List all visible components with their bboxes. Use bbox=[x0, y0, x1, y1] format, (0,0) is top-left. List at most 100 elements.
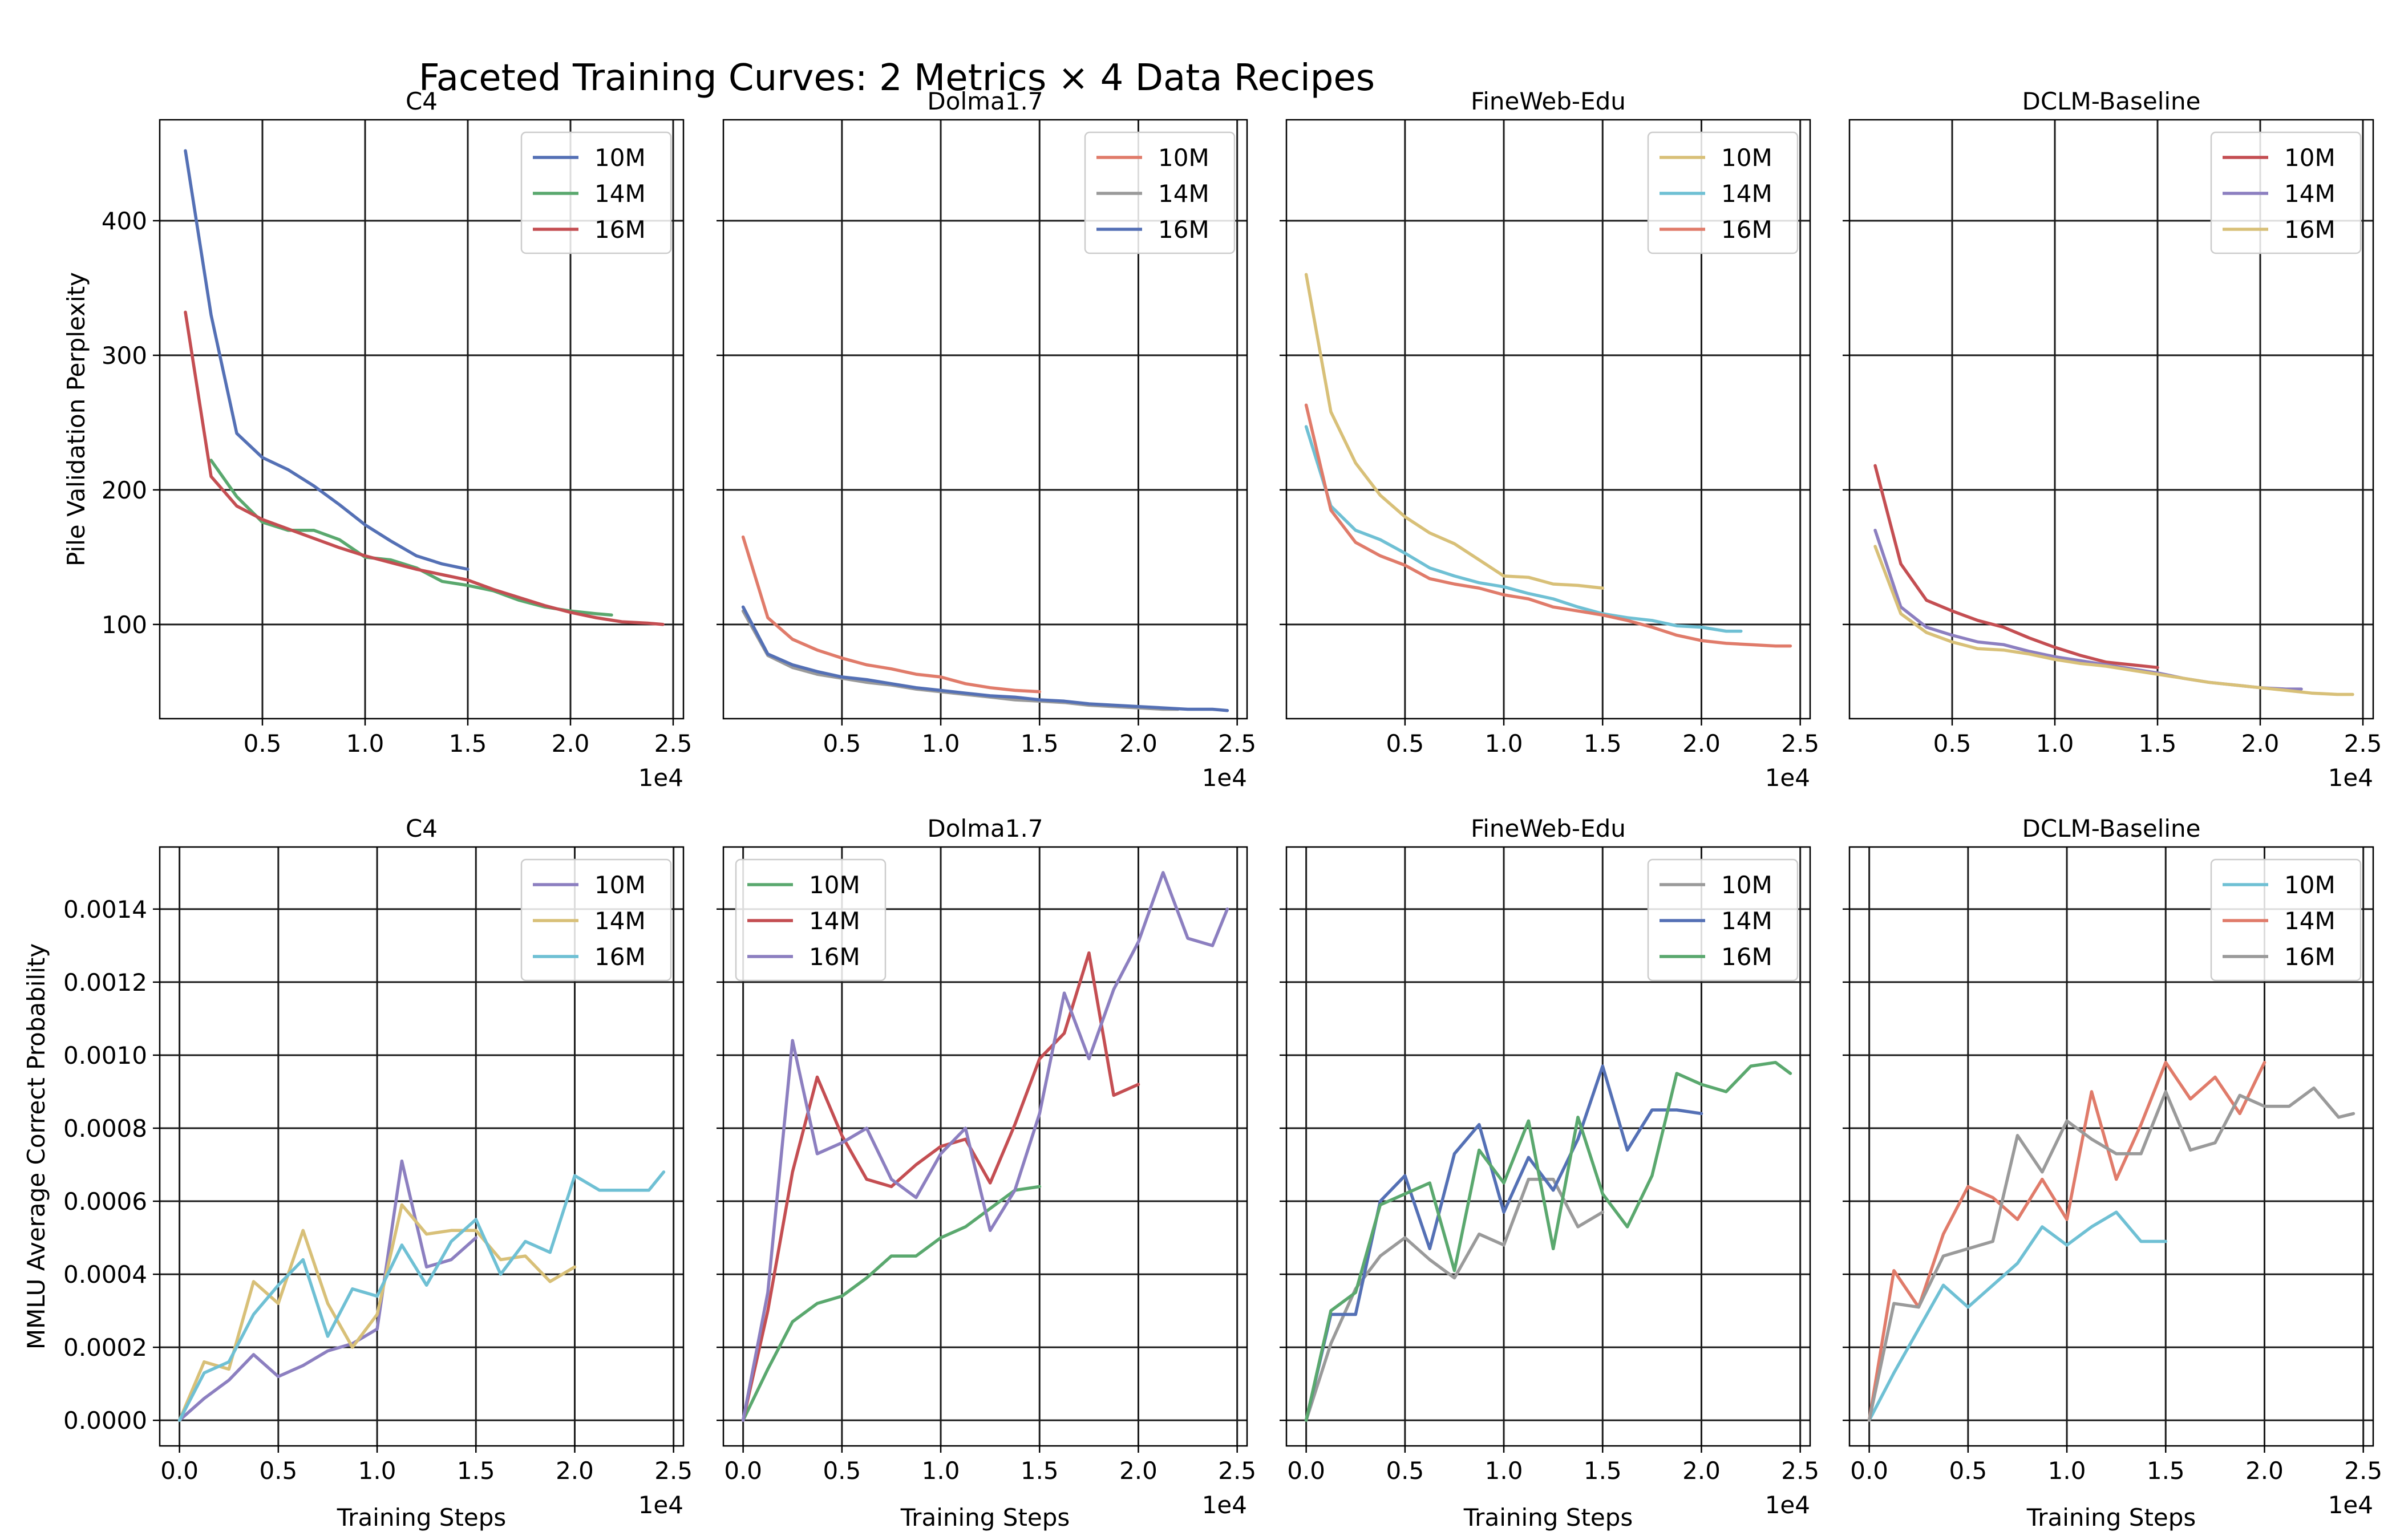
x-tick-label: 2.5 bbox=[654, 1457, 693, 1485]
x-tick-label: 2.0 bbox=[2241, 730, 2280, 757]
legend-label-10M: 10M bbox=[594, 871, 646, 899]
legend-label-16M: 16M bbox=[809, 943, 860, 971]
x-tick-label: 1.5 bbox=[1021, 730, 1059, 757]
y-tick-label: 0.0014 bbox=[63, 895, 147, 923]
series-line-14M bbox=[209, 459, 613, 617]
legend-label-10M: 10M bbox=[594, 144, 646, 172]
x-tick-label: 1.0 bbox=[1485, 1457, 1523, 1485]
legend-label-14M: 14M bbox=[2284, 907, 2336, 935]
panel-title: FineWeb-Edu bbox=[1471, 814, 1626, 842]
legend-label-16M: 16M bbox=[1721, 216, 1772, 244]
x-offset-label: 1e4 bbox=[638, 1491, 683, 1519]
legend-label-14M: 14M bbox=[2284, 180, 2336, 208]
legend-label-14M: 14M bbox=[1158, 180, 1209, 208]
panel-title: DCLM-Baseline bbox=[2022, 87, 2200, 115]
axes-frame bbox=[722, 119, 1248, 720]
series-line-16M bbox=[177, 1170, 666, 1422]
panel-r1-c0: 0.0 0.5 1.0 1.5 2.0 2.5 0.0000 0.0002 0.0004 0.00… bbox=[22, 814, 693, 1531]
panel-r0-c0: 0.5 1.0 1.5 2.0 2.5 100 200 300 400 C4 1e4 Pile Val… bbox=[62, 87, 692, 792]
axes-frame bbox=[1848, 119, 2374, 720]
axes-frame bbox=[1848, 846, 2374, 1447]
panel-title: C4 bbox=[406, 87, 438, 115]
x-tick-label: 1.0 bbox=[1485, 730, 1523, 757]
legend-label-14M: 14M bbox=[1721, 907, 1772, 935]
y-tick-label: 0.0000 bbox=[63, 1407, 147, 1434]
legend: 10M 14M 16M bbox=[1647, 131, 1799, 254]
x-axis-label: Training Steps bbox=[2026, 1503, 2196, 1531]
x-tick-label: 2.5 bbox=[2344, 1457, 2382, 1485]
legend-box bbox=[2210, 858, 2362, 982]
y-tick-label: 0.0004 bbox=[63, 1261, 147, 1288]
panel-grid: 0.5 1.0 1.5 2.0 2.5 100 200 300 400 C4 1e4 Pile Val… bbox=[22, 87, 2382, 1531]
series-line-14M bbox=[177, 1203, 577, 1422]
x-tick-label: 2.0 bbox=[2245, 1457, 2284, 1485]
legend-label-16M: 16M bbox=[1158, 216, 1209, 244]
x-axis-label: Training Steps bbox=[900, 1503, 1070, 1531]
series-line-10M bbox=[1304, 273, 1605, 590]
legend: 10M 14M 16M bbox=[2210, 858, 2362, 982]
series-line-16M bbox=[184, 310, 665, 626]
legend: 10M 14M 16M bbox=[520, 131, 672, 254]
series-line-10M bbox=[177, 1159, 478, 1422]
x-tick-label: 1.0 bbox=[922, 1457, 960, 1485]
y-tick-label: 100 bbox=[102, 611, 147, 639]
series-line-16M bbox=[1867, 1086, 2355, 1422]
x-tick-label: 1.5 bbox=[449, 730, 487, 757]
x-offset-label: 1e4 bbox=[2328, 764, 2373, 792]
legend-box bbox=[1084, 131, 1236, 254]
legend-label-16M: 16M bbox=[1721, 943, 1772, 971]
legend-label-16M: 16M bbox=[594, 943, 646, 971]
axes-frame bbox=[159, 846, 685, 1447]
legend-label-14M: 14M bbox=[809, 907, 860, 935]
series-line-14M bbox=[741, 609, 1180, 711]
legend-label-16M: 16M bbox=[2284, 216, 2336, 244]
legend-label-14M: 14M bbox=[594, 180, 646, 208]
legend: 10M 14M 16M bbox=[1084, 131, 1236, 254]
series-line-16M bbox=[741, 871, 1229, 1422]
x-tick-label: 0.5 bbox=[1386, 1457, 1424, 1485]
panel-r0-c2: 0.5 1.0 1.5 2.0 2.5 FineWeb-Edu 1e4 10M 14M 16M bbox=[1280, 87, 1819, 792]
panel-title: Dolma1.7 bbox=[927, 87, 1043, 115]
legend-label-16M: 16M bbox=[594, 216, 646, 244]
legend-label-10M: 10M bbox=[2284, 144, 2336, 172]
x-tick-label: 1.5 bbox=[457, 1457, 495, 1485]
y-axis-label: MMLU Average Correct Probability bbox=[22, 943, 50, 1349]
y-tick-label: 0.0010 bbox=[63, 1041, 147, 1069]
series-line-10M bbox=[1873, 464, 2159, 670]
series-line-10M bbox=[741, 1185, 1042, 1422]
x-tick-label: 1.5 bbox=[1584, 730, 1622, 757]
y-tick-label: 400 bbox=[102, 207, 147, 235]
legend: 10M 14M 16M bbox=[735, 858, 887, 982]
legend-label-10M: 10M bbox=[1721, 144, 1772, 172]
axes-frame bbox=[722, 846, 1248, 1447]
x-tick-label: 2.0 bbox=[1682, 1457, 1721, 1485]
panel-title: DCLM-Baseline bbox=[2022, 814, 2200, 842]
series-line-10M bbox=[1867, 1210, 2168, 1422]
series-line-16M bbox=[1873, 545, 2354, 696]
x-offset-label: 1e4 bbox=[1765, 764, 1810, 792]
series-line-16M bbox=[1304, 403, 1792, 648]
legend-box bbox=[2210, 131, 2362, 254]
y-axis-label: Pile Validation Perplexity bbox=[62, 272, 90, 566]
x-tick-label: 2.5 bbox=[1218, 1457, 1256, 1485]
x-tick-label: 0.5 bbox=[823, 730, 861, 757]
x-offset-label: 1e4 bbox=[2328, 1491, 2373, 1519]
legend-label-14M: 14M bbox=[594, 907, 646, 935]
legend-box bbox=[520, 131, 672, 254]
x-tick-label: 0.5 bbox=[1949, 1457, 1987, 1485]
legend-label-10M: 10M bbox=[809, 871, 860, 899]
y-tick-label: 0.0012 bbox=[63, 968, 147, 996]
panel-r1-c1: 0.0 0.5 1.0 1.5 2.0 2.5 Dolma1.7 1e4 Training St… bbox=[717, 814, 1256, 1531]
axes-frame bbox=[1285, 846, 1811, 1447]
series-line-10M bbox=[184, 149, 470, 571]
y-tick-label: 0.0008 bbox=[63, 1115, 147, 1142]
x-tick-label: 0.5 bbox=[244, 730, 282, 757]
x-tick-label: 1.0 bbox=[922, 730, 960, 757]
x-tick-label: 2.0 bbox=[552, 730, 590, 757]
legend-box bbox=[520, 858, 672, 982]
x-tick-label: 1.5 bbox=[1584, 1457, 1622, 1485]
x-tick-label: 2.0 bbox=[1682, 730, 1721, 757]
legend-label-10M: 10M bbox=[2284, 871, 2336, 899]
x-tick-label: 2.5 bbox=[654, 730, 693, 757]
